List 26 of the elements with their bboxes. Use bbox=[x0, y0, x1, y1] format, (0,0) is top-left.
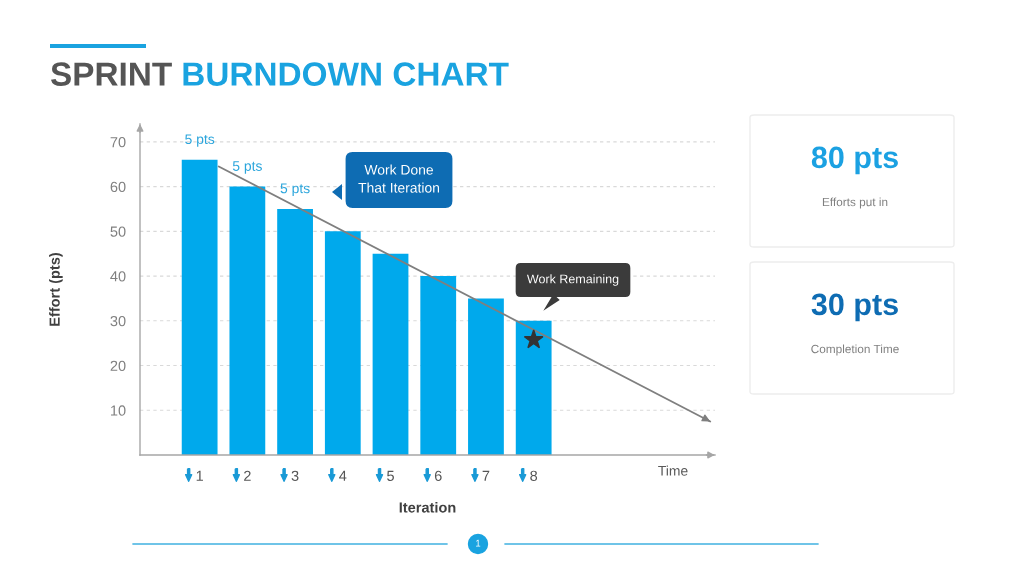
text: 1 bbox=[476, 539, 481, 547]
y-tick-label: 40 bbox=[110, 271, 126, 282]
x-tick-label: 2 bbox=[244, 470, 251, 481]
chart-title: SPRINT BURNDOWN CHART bbox=[50, 62, 509, 86]
y-tick-label: 70 bbox=[110, 136, 126, 148]
x-tick-label: 1 bbox=[196, 470, 203, 481]
x-tick-label: 5 bbox=[387, 470, 394, 481]
x-tick-label: 3 bbox=[291, 470, 299, 481]
bar bbox=[181, 159, 218, 455]
y-tick-label: 30 bbox=[110, 315, 126, 327]
text: 80 pts bbox=[811, 146, 898, 175]
text: Efforts put in bbox=[822, 197, 888, 209]
x-tick-label: 7 bbox=[482, 470, 490, 481]
annotation: 5 pts bbox=[185, 134, 215, 147]
text: 30 pts bbox=[811, 293, 898, 322]
x-axis-title: Iteration bbox=[399, 501, 456, 513]
x-tick-label: 8 bbox=[530, 470, 538, 481]
y-tick-label: 60 bbox=[110, 181, 126, 193]
y-tick-label: 10 bbox=[111, 405, 126, 416]
x-tick-label: 4 bbox=[339, 470, 347, 481]
text: Completion Time bbox=[811, 344, 899, 356]
text: Time bbox=[658, 465, 688, 476]
y-tick-label: 50 bbox=[110, 226, 126, 237]
y-axis-title: Effort (pts) bbox=[49, 252, 63, 326]
y-tick-label: 20 bbox=[110, 360, 126, 371]
x-tick-label: 6 bbox=[434, 470, 442, 481]
